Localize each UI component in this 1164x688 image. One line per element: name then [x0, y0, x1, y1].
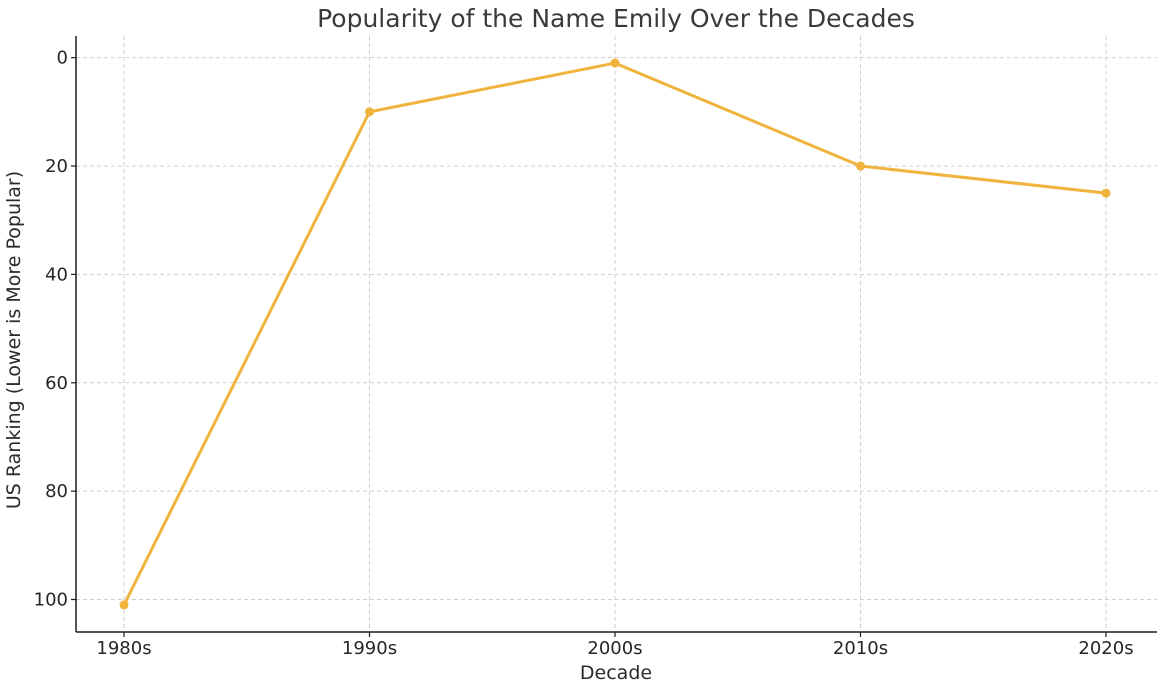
y-tick-label: 40	[45, 264, 68, 285]
axes	[75, 36, 1157, 633]
y-tick-label: 100	[34, 589, 68, 610]
x-tick-label: 1990s	[342, 638, 397, 659]
y-tick-label: 80	[45, 481, 68, 502]
grid	[76, 36, 1157, 632]
data-point	[365, 107, 374, 117]
x-axis-ticks: 1980s 1990s 2000s 2010s 2020s	[96, 632, 1134, 659]
data-point	[1101, 188, 1111, 198]
x-axis-label: Decade	[580, 662, 652, 684]
y-tick-label: 0	[57, 48, 68, 69]
x-tick-label: 2010s	[833, 638, 888, 659]
series	[119, 58, 1111, 610]
chart-title: Popularity of the Name Emily Over the De…	[317, 4, 915, 33]
data-point	[119, 600, 129, 610]
y-axis-ticks: 0 20 40 60 80 100	[34, 48, 76, 610]
data-point	[856, 161, 865, 171]
y-tick-label: 20	[45, 156, 68, 177]
x-tick-label: 2000s	[587, 638, 642, 659]
x-tick-label: 2020s	[1078, 638, 1133, 659]
data-point	[610, 58, 620, 68]
y-tick-label: 60	[45, 373, 68, 394]
y-axis-label: US Ranking (Lower is More Popular)	[3, 171, 25, 509]
x-tick-label: 1980s	[96, 638, 151, 659]
